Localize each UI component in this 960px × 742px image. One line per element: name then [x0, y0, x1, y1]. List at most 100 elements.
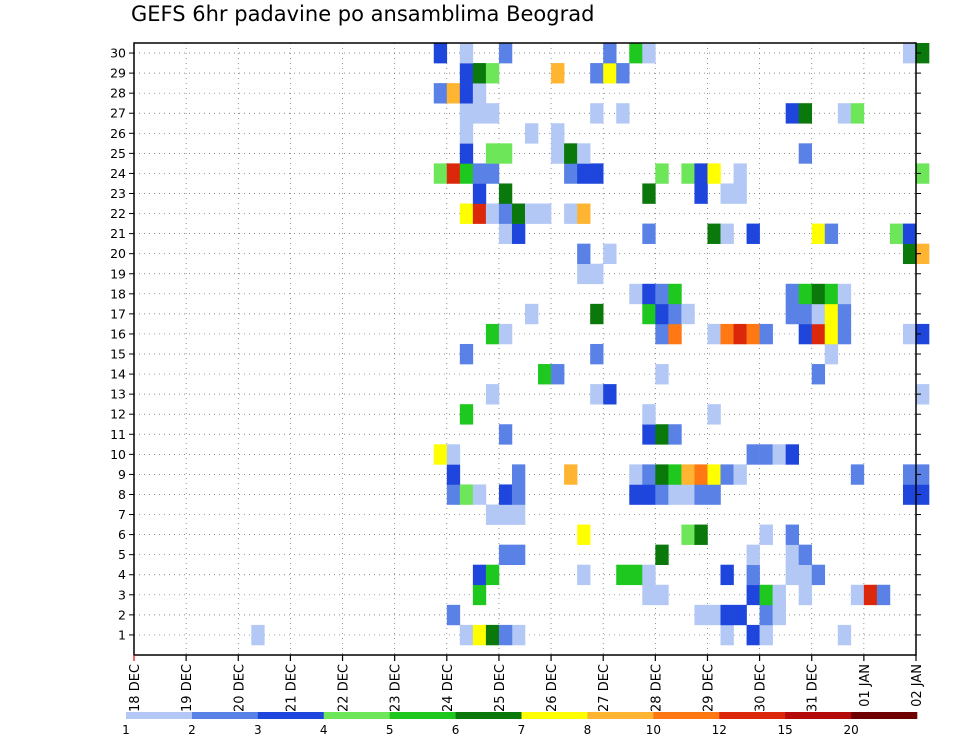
heatmap-cell — [446, 464, 461, 485]
heatmap-cell — [446, 83, 461, 104]
heatmap-cell — [433, 163, 448, 184]
heatmap-cell — [485, 323, 500, 345]
heatmap-cell — [902, 464, 917, 485]
legend-swatch — [257, 712, 325, 719]
heatmap-cell — [720, 323, 734, 345]
heatmap-cell — [498, 183, 513, 204]
heatmap-cell — [642, 43, 656, 64]
y-tick-label: 11 — [110, 427, 126, 442]
x-axis: 18 DEC 19 DEC 20 DEC 21 DEC 22 DEC 23 DEC 24 D… — [128, 655, 925, 712]
heatmap-cell — [459, 143, 474, 164]
heatmap-cell — [485, 564, 500, 586]
heatmap-cell — [694, 604, 708, 626]
heatmap-cell — [707, 323, 721, 345]
heatmap-cell — [720, 183, 734, 204]
heatmap-cell — [616, 103, 630, 124]
heatmap-cell — [720, 624, 734, 646]
heatmap-cell — [603, 43, 617, 64]
heatmap-cell — [850, 464, 865, 485]
heatmap-cell — [707, 404, 721, 425]
y-tick-label: 23 — [110, 186, 126, 201]
x-tick-label: 24 DEC — [441, 664, 456, 712]
heatmap-cell — [511, 484, 526, 505]
heatmap-cell — [902, 43, 917, 64]
heatmap-cell — [511, 544, 526, 566]
heatmap-cell — [564, 143, 578, 164]
heatmap-cell — [511, 624, 526, 646]
x-tick-label: 18 DEC — [128, 664, 143, 712]
heatmap-cell — [694, 163, 708, 184]
heatmap-cell — [498, 223, 513, 244]
legend-swatch — [653, 712, 720, 719]
heatmap-cell — [498, 424, 513, 445]
heatmap-cell — [498, 143, 513, 164]
heatmap-cell — [811, 364, 826, 385]
heatmap-cell — [485, 143, 500, 164]
heatmap-cell — [707, 223, 721, 244]
heatmap-cell — [785, 544, 799, 566]
heatmap-cell — [746, 584, 760, 606]
heatmap-cell — [916, 323, 930, 345]
heatmap-cell — [629, 564, 643, 586]
y-tick-label: 22 — [110, 206, 126, 221]
legend-swatch — [389, 712, 456, 719]
heatmap-cell — [824, 223, 839, 244]
heatmap-cell — [511, 464, 526, 485]
heatmap-cell — [655, 303, 669, 325]
heatmap-cell — [746, 544, 760, 566]
y-tick-label: 1 — [118, 627, 126, 642]
heatmap-cell — [694, 524, 708, 545]
heatmap-cell — [511, 504, 526, 525]
heatmap-cell — [433, 444, 448, 465]
heatmap-cell — [811, 303, 826, 325]
heatmap-cell — [798, 584, 813, 606]
heatmap-cell — [655, 464, 669, 485]
heatmap-cell — [837, 283, 852, 305]
heatmap-cell — [837, 103, 852, 124]
heatmap-cell — [459, 63, 474, 84]
heatmap-cell — [498, 624, 513, 646]
y-tick-label: 12 — [110, 407, 126, 422]
heatmap-cell — [642, 283, 656, 305]
heatmap-cell — [824, 323, 839, 345]
heatmap-cell — [459, 43, 474, 64]
y-tick-label: 13 — [110, 387, 126, 402]
y-tick-label: 20 — [110, 246, 126, 261]
heatmap-cell — [590, 384, 604, 405]
heatmap-cell — [902, 223, 917, 244]
heatmap-cell — [472, 163, 487, 184]
heatmap-cell — [746, 444, 760, 465]
y-tick-label: 21 — [110, 226, 126, 241]
heatmap-cell — [642, 424, 656, 445]
heatmap-cell — [629, 484, 643, 505]
y-tick-label: 28 — [110, 86, 126, 101]
heatmap-cell — [485, 163, 500, 184]
heatmap-cell — [850, 103, 865, 124]
heatmap-cell — [629, 43, 643, 64]
heatmap-cell — [668, 323, 682, 345]
heatmap-cell — [616, 564, 630, 586]
y-tick-label: 14 — [110, 367, 126, 382]
heatmap-cell — [498, 504, 513, 525]
heatmap-cell — [668, 303, 682, 325]
heatmap-cell — [772, 584, 786, 606]
heatmap-cell — [642, 404, 656, 425]
legend-label: 3 — [254, 723, 262, 737]
legend-swatch — [785, 712, 852, 719]
x-tick-label: 20 DEC — [232, 664, 247, 712]
heatmap-cell — [511, 203, 526, 224]
y-tick-label: 25 — [110, 146, 126, 161]
heatmap-cell — [759, 524, 773, 545]
heatmap-cell — [642, 223, 656, 244]
heatmap-cell — [720, 223, 734, 244]
x-tick-label: 19 DEC — [180, 664, 195, 712]
y-tick-label: 19 — [110, 266, 126, 281]
heatmap-cell — [837, 624, 852, 646]
heatmap-cell — [642, 484, 656, 505]
y-tick-label: 2 — [118, 607, 126, 622]
heatmap-cell — [485, 504, 500, 525]
heatmap-cell — [577, 243, 591, 265]
heatmap-cell — [642, 464, 656, 485]
heatmap-cell — [564, 163, 578, 184]
heatmap-cell — [785, 444, 799, 465]
